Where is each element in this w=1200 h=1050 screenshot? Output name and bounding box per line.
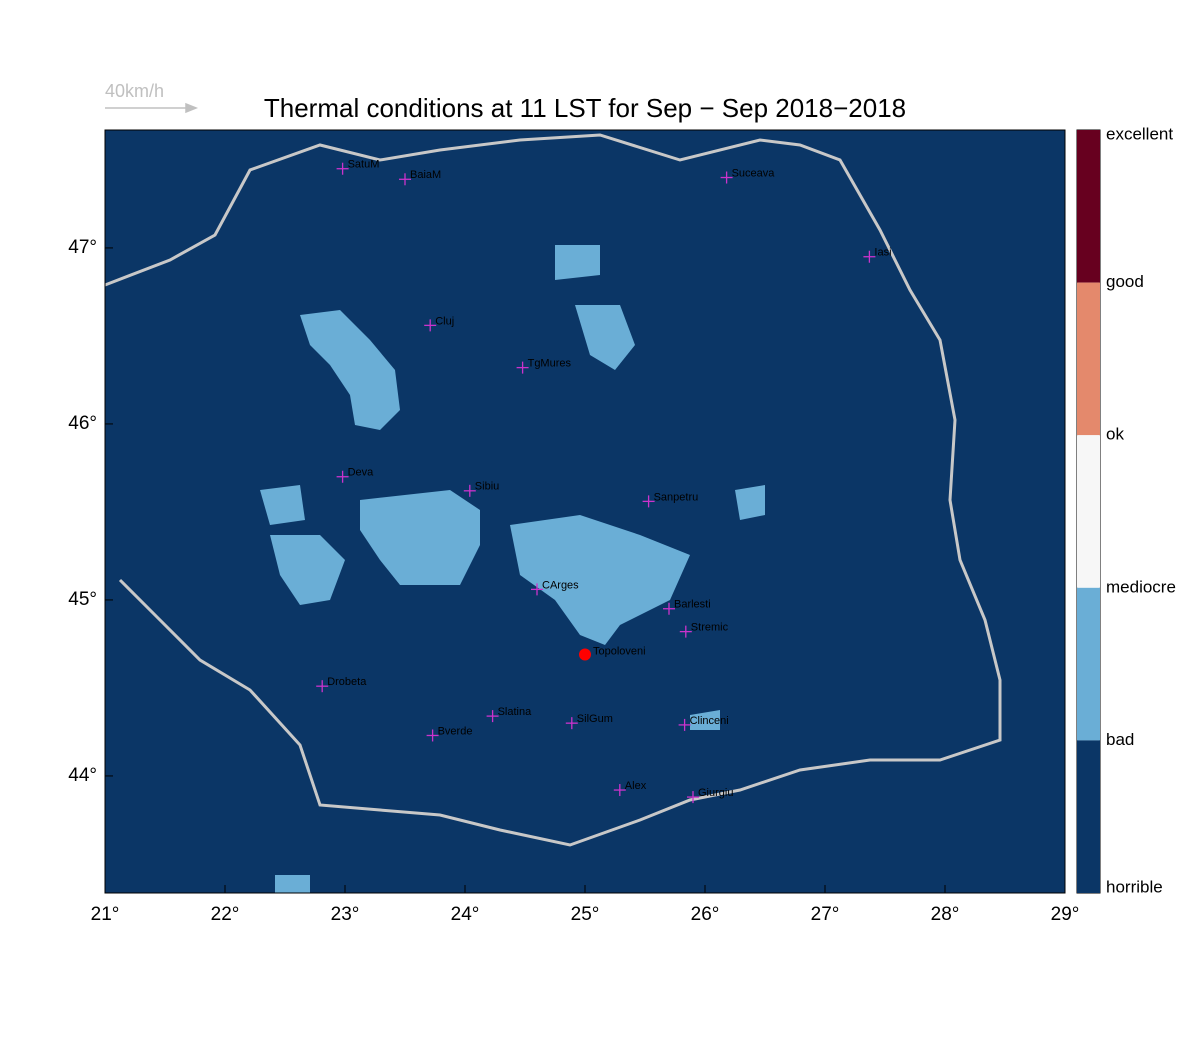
place-label: SilGum	[577, 713, 613, 725]
x-tick-label: 22°	[211, 904, 240, 925]
place-marker	[336, 470, 349, 483]
highlight-marker	[579, 648, 591, 661]
colorbar-segment	[1077, 740, 1100, 893]
place-label: Sanpetru	[654, 491, 699, 503]
place-label: Slatina	[498, 706, 533, 718]
colorbar-label: good	[1106, 272, 1144, 291]
place-label: Drobeta	[327, 676, 367, 688]
place-label: TgMures	[528, 358, 572, 370]
place-label: Suceava	[732, 167, 776, 179]
place-marker	[678, 718, 691, 731]
x-tick-label: 23°	[331, 904, 360, 925]
place-marker	[565, 717, 578, 730]
wind-scale-arrow	[105, 102, 199, 114]
place-marker	[516, 361, 529, 374]
x-tick-label: 27°	[811, 904, 840, 925]
place-marker	[426, 729, 439, 742]
map-background	[105, 130, 1065, 893]
x-tick-label: 21°	[91, 904, 120, 925]
colorbar-segment	[1077, 435, 1100, 588]
place-marker	[679, 625, 692, 638]
place-marker	[463, 484, 476, 497]
place-marker	[863, 250, 876, 263]
place-label: Deva	[348, 467, 375, 479]
place-label: SatuM	[348, 159, 380, 171]
place-marker	[399, 173, 411, 186]
colorbar-label: mediocre	[1106, 577, 1176, 596]
thermal-regions	[260, 245, 765, 893]
place-label: Alex	[625, 780, 647, 792]
place-label: Barlesti	[674, 599, 711, 611]
place-label: Bverde	[438, 725, 473, 737]
place-label: Giurgiu	[698, 787, 733, 799]
y-tick-label: 47°	[68, 237, 97, 258]
place-label: Stremic	[691, 622, 729, 634]
place-marker	[642, 495, 655, 508]
place-marker	[613, 784, 626, 797]
chart-title: Thermal conditions at 11 LST for Sep − S…	[264, 93, 906, 123]
place-label: BaiaM	[410, 169, 441, 181]
place-label: CArges	[542, 579, 579, 591]
colorbar-label: horrible	[1106, 877, 1163, 896]
y-tick-label: 46°	[68, 413, 97, 434]
colorbar-segment	[1077, 282, 1100, 436]
colorbar-label: ok	[1106, 425, 1124, 444]
x-tick-label: 24°	[451, 904, 480, 925]
y-tick-label: 44°	[68, 765, 97, 786]
place-marker	[424, 319, 437, 332]
place-marker	[687, 791, 699, 804]
highlight-label: Topoloveni	[593, 645, 646, 657]
colorbar-segment	[1077, 587, 1100, 741]
colorbar-segment	[1077, 130, 1100, 283]
country-border	[104, 133, 1002, 847]
colorbar-label: excellent	[1106, 124, 1173, 143]
x-tick-label: 29°	[1051, 904, 1080, 925]
x-tick-label: 25°	[571, 904, 600, 925]
place-marker	[720, 171, 733, 184]
place-marker	[663, 602, 675, 615]
place-marker	[336, 162, 349, 175]
place-label: Cluj	[435, 315, 454, 327]
y-tick-label: 45°	[68, 589, 97, 610]
x-tick-label: 28°	[931, 904, 960, 925]
place-label: Iasi	[874, 247, 891, 259]
wind-scale-label: 40km/h	[105, 81, 164, 101]
place-marker	[486, 710, 499, 723]
colorbar-label: bad	[1106, 730, 1134, 749]
place-label: Clinceni	[690, 715, 729, 727]
place-marker	[316, 680, 329, 693]
place-marker	[531, 583, 543, 596]
x-tick-label: 26°	[691, 904, 720, 925]
place-label: Sibiu	[475, 481, 499, 493]
